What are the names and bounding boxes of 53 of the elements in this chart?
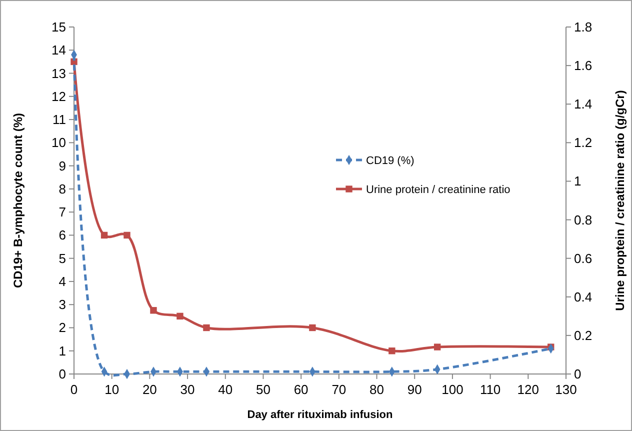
- legend-label: Urine protein / creatinine ratio: [366, 184, 510, 196]
- y2-tick-label: 0.2: [574, 328, 592, 343]
- y2-tick-label: 1.8: [574, 20, 592, 34]
- x-tick-label: 90: [407, 382, 422, 397]
- y-tick-label: 0: [58, 366, 66, 382]
- x-tick-label: 60: [294, 382, 308, 397]
- x-tick-label: 10: [104, 382, 120, 397]
- y-axis-title: CD19+ B-ymphocyte count (%): [11, 112, 25, 288]
- y2-tick-label: 1.6: [574, 58, 592, 74]
- y-tick-label: 12: [52, 88, 66, 104]
- y-tick-label: 3: [58, 297, 66, 312]
- y-tick-label: 13: [52, 66, 66, 81]
- point: [203, 324, 210, 332]
- point: [434, 344, 441, 350]
- x-tick-label: 110: [480, 382, 501, 397]
- y-tick-label: 10: [52, 135, 66, 150]
- x-axis-title: Day after rituximab infusion: [247, 409, 394, 421]
- y-tick-label: 6: [58, 228, 66, 243]
- point: [150, 307, 157, 314]
- y2-tick-label: 1: [574, 174, 582, 189]
- x-tick-label: 100: [442, 382, 464, 397]
- x-tick-label: 130: [555, 382, 577, 397]
- y-tick-label: 2: [58, 320, 66, 336]
- point: [388, 348, 396, 354]
- y-tick-label: 7: [58, 204, 66, 220]
- x-tick-label: 40: [218, 382, 233, 397]
- y-tick-label: 5: [58, 250, 66, 266]
- y-tick-label: 4: [58, 274, 66, 289]
- point: [309, 324, 316, 332]
- legend-label: CD19 (%): [366, 155, 414, 167]
- y2-tick-label: 0.4: [574, 289, 592, 304]
- x-tick-label: 0: [70, 382, 78, 397]
- y2-tick-label: 0: [574, 366, 582, 382]
- y-tick-label: 9: [58, 158, 66, 174]
- x-tick-label: 30: [180, 382, 195, 397]
- y2-tick-label: 0.6: [574, 250, 592, 266]
- point: [100, 232, 108, 239]
- y-tick-label: 14: [52, 42, 66, 58]
- y2-axis-title: Urine proptein / creatinine ratio (g/gCr): [613, 90, 627, 311]
- x-tick-label: 70: [332, 382, 346, 397]
- point: [124, 232, 130, 239]
- y-tick-label: 1: [58, 343, 66, 358]
- x-tick-label: 120: [517, 382, 540, 397]
- y-tick-label: 15: [52, 20, 66, 34]
- x-tick-label: 50: [256, 382, 270, 397]
- y2-tick-label: 1.2: [574, 135, 592, 150]
- y-tick-label: 8: [58, 181, 66, 196]
- y2-tick-label: 1.4: [574, 96, 592, 112]
- x-tick-label: 20: [142, 382, 157, 397]
- y2-tick-label: 0.8: [574, 212, 592, 228]
- y-tick-label: 11: [52, 112, 66, 128]
- point: [176, 312, 184, 320]
- x-tick-label: 80: [370, 382, 384, 397]
